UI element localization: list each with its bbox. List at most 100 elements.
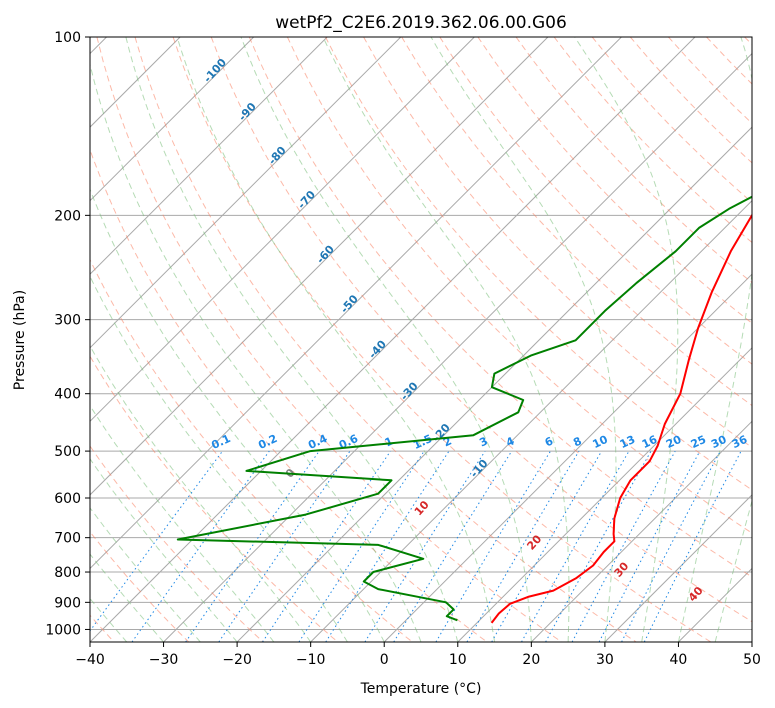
x-tick-label: 20 <box>522 652 540 668</box>
y-tick-label: 300 <box>54 313 81 329</box>
x-tick-label: −10 <box>296 652 326 668</box>
mixing-ratio-label: 8 <box>571 434 583 449</box>
y-tick-label: 700 <box>54 531 81 547</box>
mixing-ratio-label: 36 <box>730 433 750 451</box>
dry-adiabat <box>210 37 752 623</box>
y-tick-label: 400 <box>54 387 81 403</box>
isotherm-line <box>383 273 752 642</box>
y-tick-label: 800 <box>54 565 81 581</box>
mixing-ratio-label: 20 <box>664 433 684 451</box>
x-tick-label: 30 <box>596 652 614 668</box>
moist-adiabat <box>430 37 617 642</box>
x-tick-label: 10 <box>449 652 467 668</box>
dry-adiabat <box>668 37 752 125</box>
dewpoint-profile <box>176 195 752 622</box>
mixing-ratio-lines <box>90 450 742 642</box>
dry-adiabat-label: -100 <box>201 56 229 85</box>
dry-adiabat <box>248 37 752 578</box>
isotherm-line <box>530 420 752 642</box>
dry-adiabat <box>629 37 752 164</box>
mixing-ratio-line <box>131 450 270 642</box>
mixing-ratio-line <box>364 450 486 642</box>
mixing-ratio-line <box>598 450 701 642</box>
y-tick-label: 500 <box>54 444 81 460</box>
mixing-ratio-label: 1 <box>383 434 395 449</box>
isotherm-line <box>236 126 752 642</box>
moist-adiabat <box>90 345 312 642</box>
isotherm-lines <box>90 37 752 642</box>
sounding-series <box>176 195 752 624</box>
moist-adiabat <box>714 498 752 642</box>
mixing-ratio-line <box>90 450 223 632</box>
isotherm-line <box>90 37 622 570</box>
dry-adiabat-label: -10 <box>468 457 491 481</box>
isotherm-line <box>90 37 255 202</box>
isotherm-line <box>604 494 752 642</box>
mixing-ratio-line <box>298 450 425 642</box>
x-tick-label: −40 <box>75 652 105 668</box>
x-tick-label: 50 <box>743 652 761 668</box>
moist-adiabat <box>90 62 422 642</box>
mixing-ratio-label: 13 <box>618 433 637 451</box>
dry-adiabat <box>90 531 190 642</box>
dry-adiabat <box>90 445 264 642</box>
dry-adiabat <box>286 37 752 534</box>
moist-adiabat-lines <box>90 37 752 642</box>
dry-adiabat-label: -60 <box>314 243 337 267</box>
moist-adiabat <box>90 457 238 642</box>
x-axis-label: Temperature (°C) <box>360 681 482 697</box>
dry-adiabat <box>96 37 562 642</box>
mixing-ratio-label: 0.1 <box>209 432 232 452</box>
dry-adiabat-label: -70 <box>295 188 318 212</box>
dry-adiabat <box>439 37 752 365</box>
dry-adiabat <box>706 37 752 85</box>
moist-adiabat <box>125 37 459 642</box>
dry-adiabat <box>90 258 413 642</box>
moist-adiabat <box>90 275 348 642</box>
mixing-ratio-line <box>571 450 676 642</box>
dry-adiabat-label: -80 <box>266 144 289 168</box>
moist-adiabat <box>176 37 496 642</box>
moist-adiabat <box>322 37 570 642</box>
mixing-ratio-line <box>185 450 320 642</box>
dry-adiabat-label: -40 <box>366 338 389 362</box>
y-tick-label: 900 <box>54 595 81 611</box>
mixing-ratio-line <box>393 450 513 642</box>
moist-adiabat <box>90 553 164 642</box>
moist-adiabat <box>90 188 385 642</box>
dry-adiabat <box>90 148 488 642</box>
y-tick-label: 200 <box>54 208 81 224</box>
isotherm-line <box>90 37 402 349</box>
mixing-ratio-label: 3 <box>477 434 489 449</box>
moist-adiabat-label: 10 <box>412 498 432 518</box>
dry-adiabat <box>325 37 752 491</box>
isotherm-line <box>751 641 752 642</box>
isotherm-line <box>90 37 549 496</box>
y-tick-label: 600 <box>54 491 81 507</box>
dry-adiabat <box>553 37 752 244</box>
mixing-ratio-line <box>643 450 742 642</box>
mixing-ratio-line <box>262 450 391 642</box>
dry-adiabat <box>401 37 752 407</box>
moist-adiabat-label: 40 <box>686 584 706 604</box>
mixing-ratio-line <box>325 450 450 642</box>
mixing-ratio-line <box>435 450 551 642</box>
mixing-ratio-line <box>466 450 580 642</box>
x-tick-label: −20 <box>222 652 252 668</box>
dry-adiabat-lines <box>90 37 752 642</box>
isotherm-line <box>457 347 752 642</box>
temperature-profile <box>490 213 752 624</box>
mixing-ratio-label: 30 <box>709 433 729 451</box>
x-axis-ticks: −40 −30 −20 −10 0 10 20 30 40 50 <box>75 642 761 668</box>
chart-title: wetPf2_C2E6.2019.362.06.00.G06 <box>275 13 567 33</box>
moist-adiabat <box>240 37 532 642</box>
dry-adiabat <box>591 37 752 204</box>
isotherm-line <box>90 37 475 423</box>
dry-adiabat <box>172 37 712 642</box>
plot-area: -100-90-80-70-60-50-40-30-20-100.1 0.2 0.4… <box>90 37 752 642</box>
moist-adiabat-label: 20 <box>524 532 544 552</box>
dry-adiabat <box>134 37 637 642</box>
moist-adiabat <box>574 37 679 642</box>
mixing-ratio-label: 10 <box>590 433 610 451</box>
